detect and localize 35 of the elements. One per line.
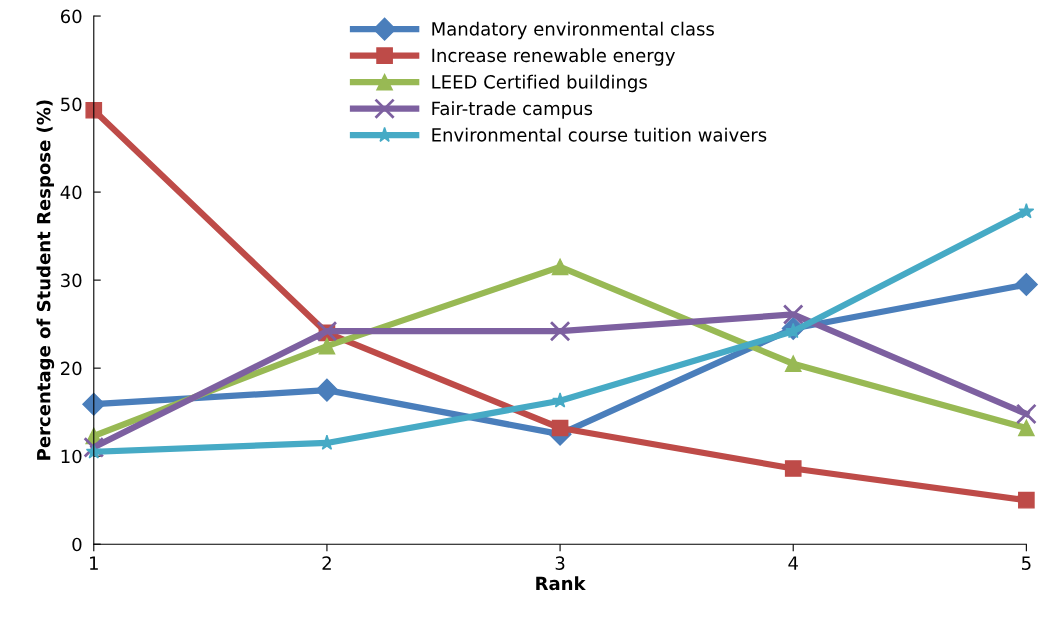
y-axis-title: Percentage of Student Respose (%)	[36, 100, 55, 460]
x-tick-label: 4	[788, 556, 798, 570]
point	[782, 304, 804, 325]
point	[318, 337, 336, 355]
point	[784, 355, 802, 373]
legend-label: LEED Certified buildings	[432, 74, 647, 93]
x-tick-label: 5	[1022, 556, 1031, 570]
legend-label: Fair-trade campus	[432, 101, 593, 119]
x-tick-label: 2	[322, 556, 331, 570]
y-tick-label: 10	[61, 449, 82, 464]
y-tick-label: 20	[61, 361, 82, 376]
point	[83, 436, 105, 458]
x-axis-title: Rank	[536, 576, 586, 591]
point	[1014, 273, 1038, 297]
point	[549, 320, 571, 342]
legend-label: Mandatory environmental class	[432, 21, 714, 40]
point	[551, 258, 569, 276]
point	[1018, 203, 1035, 219]
point	[1018, 491, 1035, 509]
y-tick-label: 0	[72, 537, 82, 552]
y-tick-label: 60	[60, 9, 82, 24]
legend-label: Increase renewable energy	[432, 48, 675, 66]
point	[551, 419, 569, 437]
point	[85, 101, 103, 119]
x-tick-label: 3	[555, 556, 565, 570]
y-tick-label: 30	[61, 273, 82, 288]
y-tick-label: 50	[61, 97, 82, 112]
point	[315, 378, 339, 402]
point	[1015, 403, 1037, 425]
point	[82, 392, 106, 416]
point	[1018, 419, 1035, 437]
legend-label: Environmental course tuition waivers	[432, 127, 767, 142]
point	[784, 460, 802, 477]
y-tick-label: 40	[60, 185, 82, 200]
x-tick-label: 1	[90, 556, 98, 570]
